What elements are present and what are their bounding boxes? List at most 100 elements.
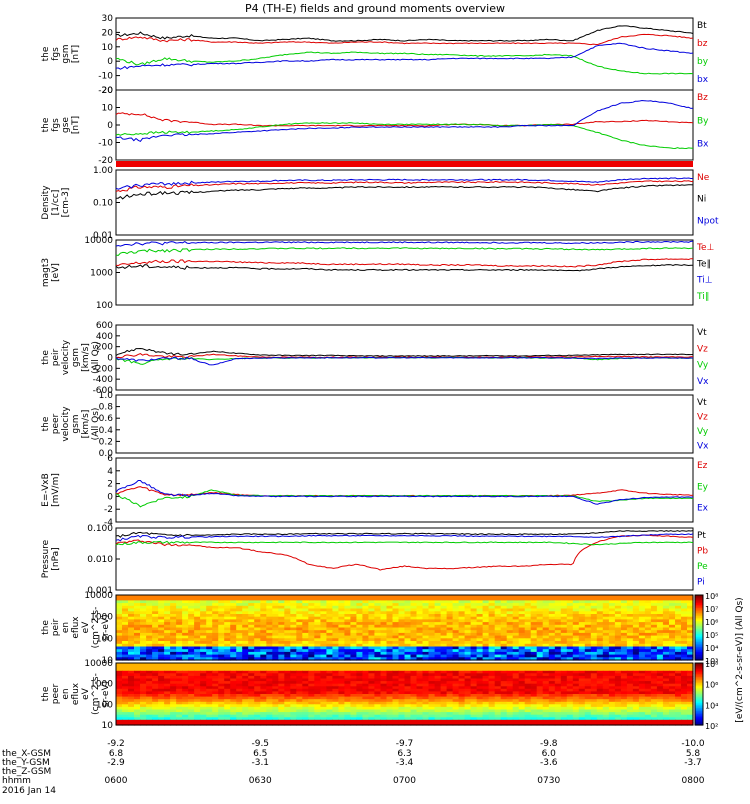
spectrogram-cell — [314, 600, 321, 604]
spectrogram-cell — [392, 709, 400, 713]
spectrogram-cell — [194, 673, 201, 677]
spectrogram-cell — [380, 678, 388, 682]
spectrogram-cell — [374, 619, 381, 623]
spectrogram-cell — [206, 704, 213, 708]
spectrogram-cell — [188, 683, 195, 687]
spectrogram-cell — [158, 611, 165, 615]
spectrogram-cell — [122, 635, 129, 639]
spectrogram-cell — [158, 681, 165, 685]
spectrogram-cell — [176, 608, 183, 612]
spectrogram-cell — [266, 622, 273, 626]
spectrogram-cell — [566, 646, 574, 650]
spectrogram-cell — [320, 709, 327, 713]
spectrogram-cell — [620, 673, 628, 677]
spectrogram-cell — [290, 683, 297, 687]
spectrogram-cell — [452, 597, 460, 601]
spectrogram-cell — [140, 706, 147, 711]
spectrogram-cell — [488, 699, 496, 703]
spectrogram-cell — [440, 686, 448, 690]
colorbar-segment — [695, 635, 703, 638]
spectrogram-cell — [392, 614, 400, 618]
spectrogram-cell — [554, 722, 562, 726]
spectrogram-cell — [470, 646, 478, 650]
spectrogram-cell — [687, 686, 694, 690]
spectrogram-cell — [578, 686, 586, 690]
legend-Ez: Ez — [697, 461, 708, 471]
spectrogram-cell — [506, 704, 514, 708]
spectrogram-cell — [650, 619, 658, 623]
spectrogram-cell — [314, 714, 321, 718]
spectrogram-cell — [614, 678, 622, 682]
spectrogram-cell — [272, 717, 279, 721]
spectrogram-cell — [410, 668, 418, 672]
spectrogram-cell — [662, 670, 670, 674]
spectrogram-cell — [224, 595, 231, 599]
spectrogram-cell — [506, 675, 514, 680]
spectrogram-cell — [572, 670, 580, 674]
spectrogram-cell — [669, 654, 676, 658]
spectrogram-cell — [350, 595, 357, 599]
spectrogram-cell — [248, 691, 255, 695]
spectrogram-cell — [410, 694, 418, 698]
spectrogram-cell — [602, 657, 610, 661]
spectrogram-cell — [644, 719, 652, 723]
spectrogram-cell — [464, 717, 472, 721]
spectrogram-cell — [248, 722, 255, 726]
spectrogram-cell — [308, 622, 315, 626]
spectrogram-cell — [681, 624, 688, 629]
spectrogram-cell — [392, 686, 400, 690]
spectrogram-cell — [681, 673, 688, 677]
spectrogram-cell — [596, 632, 604, 637]
spectrogram-cell — [644, 665, 652, 669]
spectrogram-cell — [650, 638, 658, 642]
legend-Vt: Vt — [697, 328, 707, 338]
spectrogram-cell — [638, 673, 646, 677]
spectrogram-cell — [512, 649, 520, 653]
spectrogram-cell — [392, 635, 400, 639]
spectrogram-cell — [272, 683, 279, 687]
spectrogram-cell — [687, 701, 694, 705]
spectrogram-cell — [146, 619, 153, 623]
spectrogram-cell — [548, 681, 556, 685]
spectrogram-cell — [440, 681, 448, 685]
spectrogram-cell — [272, 649, 279, 653]
spectrogram-cell — [620, 622, 628, 626]
spectrogram-cell — [542, 622, 550, 626]
spectrogram-cell — [350, 694, 357, 698]
spectrogram-cell — [506, 595, 514, 599]
spectrogram-cell — [428, 717, 436, 721]
spectrogram-cell — [500, 686, 508, 690]
legend-Bt: Bt — [697, 21, 707, 31]
spectrogram-cell — [572, 619, 580, 623]
spectrogram-cell — [602, 600, 610, 604]
spectrogram-cell — [608, 646, 616, 650]
spectrogram-cell — [266, 595, 273, 599]
spectrogram-cell — [458, 678, 466, 682]
spectrogram-cell — [242, 699, 249, 703]
spectrogram-cell — [524, 614, 532, 618]
spectrogram-cell — [224, 627, 231, 631]
spectrogram-cell — [542, 608, 550, 612]
spectrogram-cell — [230, 678, 237, 682]
spectrogram-cell — [380, 683, 388, 687]
spectrogram-cell — [194, 600, 201, 604]
spectrogram-cell — [350, 691, 357, 695]
spectrogram-cell — [176, 686, 183, 690]
colorbar-segment — [695, 712, 703, 715]
spectrogram-cell — [608, 668, 616, 672]
spectrogram-cell — [584, 701, 592, 705]
spectrogram-cell — [548, 722, 556, 726]
spectrogram-cell — [338, 714, 345, 718]
spectrogram-cell — [681, 722, 688, 726]
series-Ni — [116, 184, 694, 200]
spectrogram-cell — [422, 605, 430, 610]
spectrogram-cell — [590, 597, 598, 601]
spectrogram-cell — [182, 663, 189, 667]
spectrogram-cell — [272, 712, 279, 716]
spectrogram-cell — [422, 719, 430, 723]
spectrogram-cell — [188, 616, 195, 620]
spectrogram-cell — [332, 624, 339, 629]
spectrogram-cell — [584, 681, 592, 685]
spectrogram-cell — [272, 654, 279, 658]
spectrogram-cell — [614, 635, 622, 639]
